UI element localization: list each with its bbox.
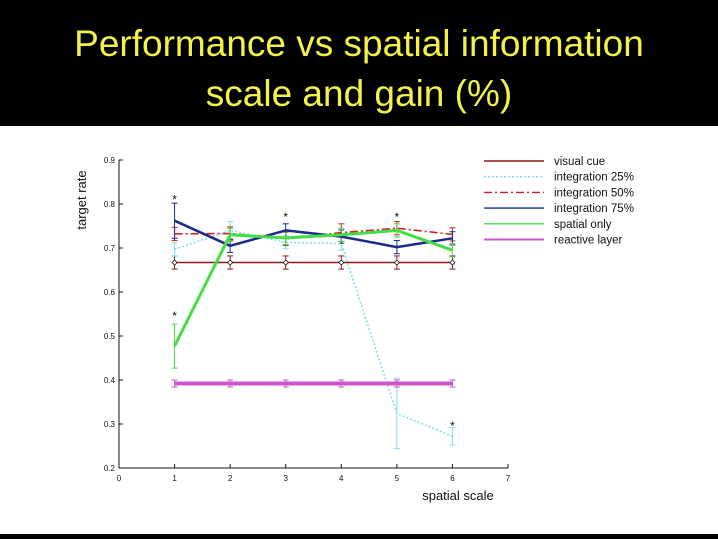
- legend-label-integration-25-: integration 25%: [554, 172, 634, 184]
- point-visual-cue: [227, 259, 234, 266]
- legend: visual cue integration 25% integration 50%…: [484, 156, 634, 247]
- x-tick-label: 4: [339, 474, 344, 483]
- point-visual-cue: [338, 259, 345, 266]
- x-tick-label: 5: [395, 474, 400, 483]
- significance-marker: *: [395, 210, 400, 224]
- legend-label-visual-cue: visual cue: [554, 156, 605, 168]
- legend-label-integration-50-: integration 50%: [554, 187, 634, 199]
- title-bar: Performance vs spatial information scale…: [0, 0, 718, 126]
- series-line-integration-25-: [174, 229, 453, 438]
- x-tick-label: 1: [172, 474, 177, 483]
- series-lines: [173, 219, 453, 438]
- significance-marker: *: [283, 210, 288, 224]
- y-tick-label: 0.3: [104, 420, 116, 429]
- x-tick-label: 0: [117, 474, 122, 483]
- y-tick-label: 0.5: [104, 332, 116, 341]
- legend-label-spatial-only: spatial only: [554, 219, 612, 231]
- significance-markers: * * * * *: [172, 193, 455, 434]
- x-tick-label: 2: [228, 474, 233, 483]
- series-line-spatial-only: [173, 228, 453, 347]
- slide-title-line-2: scale and gain (%): [205, 73, 513, 114]
- legend-label-integration-75-: integration 75%: [554, 203, 634, 215]
- x-tick-label: 3: [283, 474, 288, 483]
- error-bars: [171, 202, 456, 450]
- legend-label-reactive-layer: reactive layer: [554, 235, 623, 247]
- series-line-integration-75-: [174, 219, 453, 249]
- y-tick-label: 0.4: [104, 376, 116, 385]
- y-tick-label: 0.8: [104, 200, 116, 209]
- significance-marker: *: [450, 419, 455, 433]
- point-visual-cue: [393, 259, 400, 266]
- axes: 0 1 2 3 4 5 6 7 0.2 0.3 0.4 0.5 0.6 0.7 0.8 0.9 spatial …: [74, 156, 511, 503]
- significance-marker: *: [172, 193, 177, 207]
- point-markers: [171, 259, 456, 266]
- significance-marker: *: [172, 309, 177, 323]
- x-axis-title: spatial scale: [422, 488, 494, 503]
- point-visual-cue: [171, 259, 178, 266]
- y-tick-label: 0.7: [104, 244, 116, 253]
- y-axis-title: target rate: [74, 170, 89, 229]
- line-chart: 0 1 2 3 4 5 6 7 0.2 0.3 0.4 0.5 0.6 0.7 0.8 0.9 spatial …: [74, 156, 634, 503]
- y-tick-label: 0.9: [104, 156, 116, 165]
- x-tick-label: 6: [450, 474, 455, 483]
- bottom-rule: [0, 534, 718, 539]
- slide-title-line-1: Performance vs spatial information: [74, 23, 644, 64]
- point-visual-cue: [282, 259, 289, 266]
- y-tick-label: 0.2: [104, 464, 116, 473]
- y-tick-label: 0.6: [104, 288, 116, 297]
- point-visual-cue: [449, 259, 456, 266]
- chart-area: 0 1 2 3 4 5 6 7 0.2 0.3 0.4 0.5 0.6 0.7 0.8 0.9 spatial …: [0, 126, 718, 534]
- x-tick-label: 7: [506, 474, 511, 483]
